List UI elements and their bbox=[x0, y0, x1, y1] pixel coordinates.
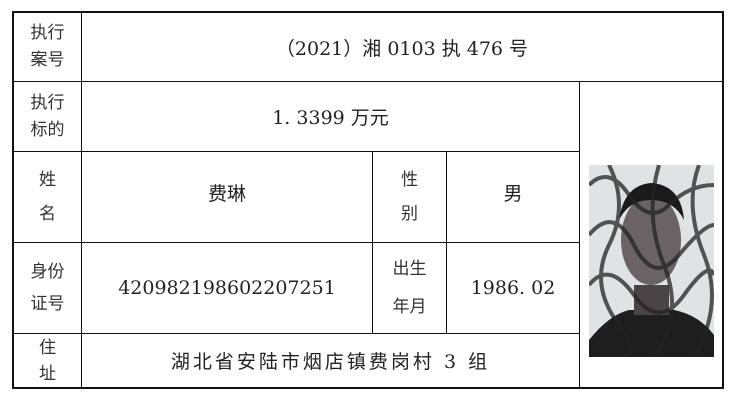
case-no-value: （2021）湘 0103 执 476 号 bbox=[275, 37, 529, 60]
amount-label: 执行 标的 bbox=[14, 82, 81, 151]
label-line: 案号 bbox=[30, 50, 65, 70]
id-label: 身份 证号 bbox=[14, 243, 81, 333]
address-value: 湖北省安陆市烟店镇费岗村 3 组 bbox=[170, 351, 491, 373]
label-line: 址 bbox=[39, 363, 56, 384]
gender-value: 男 bbox=[503, 182, 523, 205]
label-line: 住 bbox=[39, 337, 56, 358]
label-line: 名 bbox=[39, 204, 56, 224]
gender-label: 性别 bbox=[373, 152, 446, 242]
name-label: 姓名 bbox=[14, 152, 81, 242]
address-label: 住址 bbox=[14, 334, 81, 387]
label-line: 执行 bbox=[30, 23, 65, 43]
birth-value: 1986. 02 bbox=[470, 277, 556, 299]
amount-value: 1. 3399 万元 bbox=[272, 107, 389, 129]
label-line: 出生 bbox=[392, 259, 427, 279]
label-line: 姓 bbox=[39, 170, 56, 190]
label-line: 性 bbox=[401, 170, 418, 190]
label-line: 执行 bbox=[30, 92, 65, 113]
label-line: 标的 bbox=[30, 119, 65, 140]
label-line: 身份 bbox=[30, 262, 65, 282]
person-photo-icon bbox=[587, 164, 716, 361]
case-no-label: 执行 案号 bbox=[14, 13, 81, 81]
name-value: 费琳 bbox=[207, 182, 246, 205]
label-line: 年月 bbox=[392, 297, 427, 317]
birth-label: 出生 年月 bbox=[373, 243, 446, 333]
label-line: 证号 bbox=[30, 294, 65, 314]
id-value: 420982198602207251 bbox=[118, 277, 336, 299]
label-line: 别 bbox=[401, 204, 418, 224]
